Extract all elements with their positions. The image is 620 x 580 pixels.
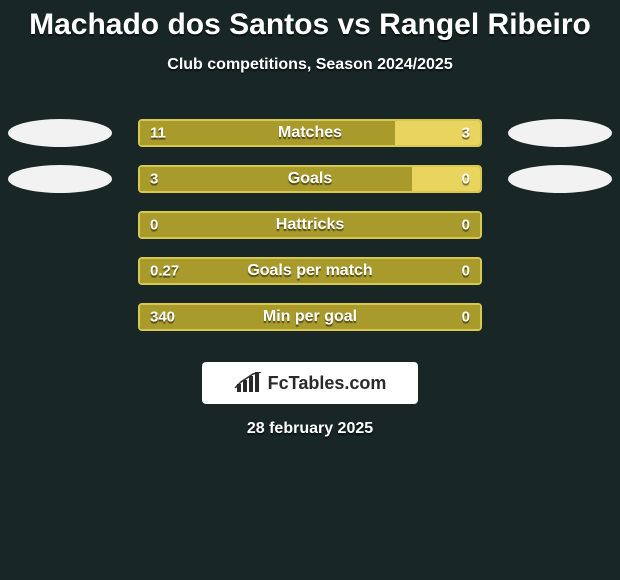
player-oval-left [8,165,112,193]
stat-bars: 11 3 Matches 3 0 Goals 0 0 Hattricks 0.27 0 Goals p… [0,110,620,340]
player-oval-right [508,119,612,147]
bar-value-left: 11 [150,125,166,142]
bar-label: Hattricks [276,216,344,234]
logo-text: FcTables.com [268,373,387,394]
bar-track: 0 0 Hattricks [138,211,482,239]
bar-segment-left [140,167,412,191]
bar-value-left: 3 [150,171,158,188]
player-oval-left [8,119,112,147]
page-title: Machado dos Santos vs Rangel Ribeiro [0,0,620,42]
bar-segment-left [140,121,395,145]
bar-track: 0.27 0 Goals per match [138,257,482,285]
stat-row: 0.27 0 Goals per match [0,248,620,294]
subtitle: Club competitions, Season 2024/2025 [0,56,620,74]
bar-track: 11 3 Matches [138,119,482,147]
bar-track: 3 0 Goals [138,165,482,193]
bar-value-left: 0.27 [150,263,179,280]
logo-text-suffix: Tables.com [289,373,387,393]
stat-row: 3 0 Goals [0,156,620,202]
stat-row: 11 3 Matches [0,110,620,156]
bar-label: Matches [278,124,342,142]
player-oval-right [508,165,612,193]
bar-track: 340 0 Min per goal [138,303,482,331]
bar-value-right: 0 [462,263,470,280]
stat-row: 0 0 Hattricks [0,202,620,248]
stat-row: 340 0 Min per goal [0,294,620,340]
barchart-icon [234,372,262,394]
bar-value-left: 340 [150,309,175,326]
bar-label: Min per goal [263,308,357,326]
bar-value-right: 3 [462,125,470,142]
bar-value-right: 0 [462,171,470,188]
logo-text-prefix: Fc [268,373,289,393]
bar-value-right: 0 [462,217,470,234]
bar-label: Goals [288,170,332,188]
bar-value-left: 0 [150,217,158,234]
date: 28 february 2025 [0,420,620,438]
comparison-card: Machado dos Santos vs Rangel Ribeiro Clu… [0,0,620,580]
bar-value-right: 0 [462,309,470,326]
source-logo: FcTables.com [202,362,418,404]
bar-label: Goals per match [247,262,372,280]
